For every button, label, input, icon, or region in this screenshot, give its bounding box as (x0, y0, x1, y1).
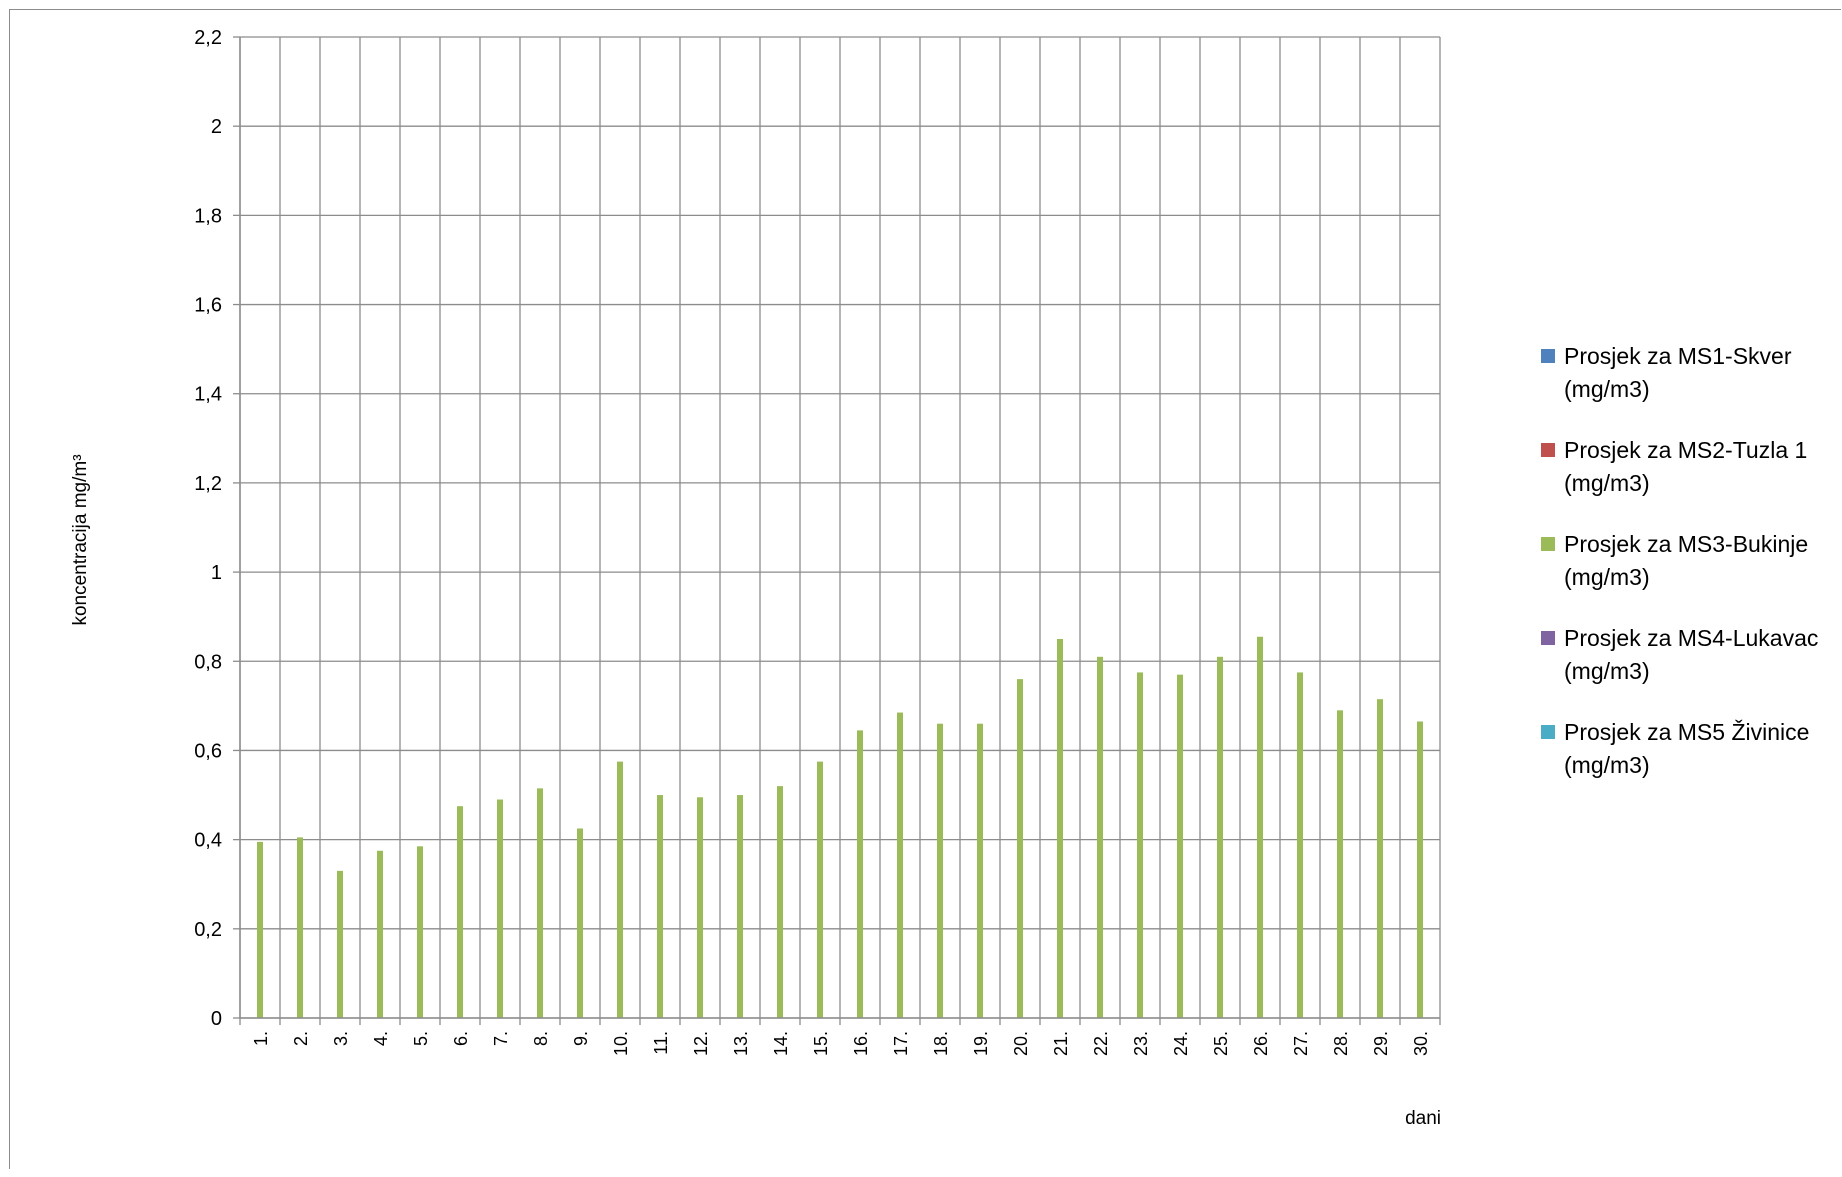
bar-15 (817, 761, 823, 1018)
x-tick-label: 22. (1091, 1031, 1111, 1056)
x-tick-label: 24. (1171, 1031, 1191, 1056)
y-tick-label: 0,2 (194, 919, 222, 941)
legend-swatch (1541, 537, 1555, 551)
legend: Prosjek za MS1-Skver (mg/m3) Prosjek za M… (1538, 340, 1838, 810)
legend-label: Prosjek za MS2-Tuzla 1 (mg/m3) (1564, 437, 1808, 496)
x-tick-label: 16. (851, 1031, 871, 1056)
legend-entry: Prosjek za MS5 Živinice (mg/m3) (1538, 716, 1838, 782)
legend-swatch (1541, 349, 1555, 363)
x-tick-label: 30. (1411, 1031, 1431, 1056)
bar-7 (497, 799, 503, 1018)
legend-entry: Prosjek za MS4-Lukavac (mg/m3) (1538, 622, 1838, 688)
x-tick-label: 13. (731, 1031, 751, 1056)
x-tick-label: 1. (251, 1031, 271, 1046)
x-tick-label: 7. (491, 1031, 511, 1046)
x-tick-label: 12. (691, 1031, 711, 1056)
bar-1 (257, 841, 263, 1018)
x-tick-label: 9. (571, 1031, 591, 1046)
y-tick-label: 0,4 (194, 830, 222, 852)
y-tick-label: 1,8 (194, 205, 222, 227)
x-tick-label: 8. (531, 1031, 551, 1046)
bar-5 (417, 846, 423, 1018)
x-tick-label: 21. (1051, 1031, 1071, 1056)
legend-label: Prosjek za MS5 Živinice (mg/m3) (1564, 719, 1810, 778)
x-tick-label: 28. (1331, 1031, 1351, 1056)
bar-17 (897, 712, 903, 1018)
y-tick-label: 0,8 (194, 651, 222, 673)
legend-entry: Prosjek za MS1-Skver (mg/m3) (1538, 340, 1838, 406)
bar-27 (1297, 672, 1303, 1018)
x-tick-label: 14. (771, 1031, 791, 1056)
x-tick-label: 4. (371, 1031, 391, 1046)
bar-16 (857, 730, 863, 1018)
bar-28 (1337, 710, 1343, 1018)
bar-29 (1377, 699, 1383, 1018)
x-tick-labels: 1. 2. 3. 4. 5. 6. 7. 8. 9. 10. 11. 12. 13. 14. 15. 16. 1… (251, 1031, 1431, 1056)
bar-14 (777, 786, 783, 1018)
y-axis-title: koncentracija mg/m³ (70, 454, 91, 625)
bar-24 (1177, 674, 1183, 1018)
bar-12 (697, 797, 703, 1018)
legend-swatch (1541, 443, 1555, 457)
x-tick-label: 15. (811, 1031, 831, 1056)
x-tick-label: 11. (651, 1031, 671, 1055)
bar-25 (1217, 656, 1223, 1018)
bar-19 (977, 723, 983, 1018)
y-tick-label: 1,6 (194, 295, 222, 317)
bar-26 (1257, 636, 1263, 1018)
legend-label: Prosjek za MS4-Lukavac (mg/m3) (1564, 625, 1819, 684)
legend-label: Prosjek za MS1-Skver (mg/m3) (1564, 343, 1792, 402)
bar-13 (737, 795, 743, 1018)
x-tick-label: 10. (611, 1031, 631, 1056)
bar-4 (377, 850, 383, 1018)
x-tick-label: 29. (1371, 1031, 1391, 1056)
bar-22 (1097, 656, 1103, 1018)
x-tick-label: 26. (1251, 1031, 1271, 1056)
bar-10 (617, 761, 623, 1018)
bar-3 (337, 870, 343, 1018)
y-tick-label: 0 (211, 1008, 222, 1030)
x-tick-label: 3. (331, 1031, 351, 1046)
legend-swatch (1541, 725, 1555, 739)
y-tick-label: 2,2 (194, 27, 222, 49)
y-tick-label: 1 (211, 562, 222, 584)
bar-11 (657, 795, 663, 1018)
bar-20 (1017, 679, 1023, 1018)
x-tick-label: 2. (291, 1031, 311, 1046)
x-tick-label: 23. (1131, 1031, 1151, 1056)
y-tick-label: 2 (211, 116, 222, 138)
bars (257, 636, 1423, 1018)
x-tick-label: 6. (451, 1031, 471, 1046)
legend-label: Prosjek za MS3-Bukinje (mg/m3) (1564, 531, 1809, 590)
bar-18 (937, 723, 943, 1018)
x-tick-label: 27. (1291, 1031, 1311, 1056)
x-axis-title: dani (1405, 1108, 1441, 1129)
axes (233, 36, 1441, 1025)
bar-9 (577, 828, 583, 1018)
x-tick-label: 25. (1211, 1031, 1231, 1056)
legend-entry: Prosjek za MS2-Tuzla 1 (mg/m3) (1538, 434, 1838, 500)
legend-entry: Prosjek za MS3-Bukinje (mg/m3) (1538, 528, 1838, 594)
bar-21 (1057, 638, 1063, 1018)
x-tick-label: 18. (931, 1031, 951, 1056)
legend-swatch (1541, 631, 1555, 645)
x-tick-label: 20. (1011, 1031, 1031, 1056)
x-tick-label: 19. (971, 1031, 991, 1056)
bar-8 (537, 788, 543, 1018)
y-tick-label: 1,4 (194, 384, 222, 406)
y-tick-label: 1,2 (194, 473, 222, 495)
x-tick-label: 5. (411, 1031, 431, 1046)
bar-2 (297, 837, 303, 1018)
bar-23 (1137, 672, 1143, 1018)
bar-6 (457, 806, 463, 1018)
x-tick-label: 17. (891, 1031, 911, 1056)
y-tick-labels: 0 0,2 0,4 0,6 0,8 1 1,2 1,4 1,6 1,8 2 2,2 (194, 27, 222, 1030)
y-tick-label: 0,6 (194, 740, 222, 762)
chart-frame (9, 9, 1841, 1169)
bar-30 (1417, 721, 1423, 1018)
